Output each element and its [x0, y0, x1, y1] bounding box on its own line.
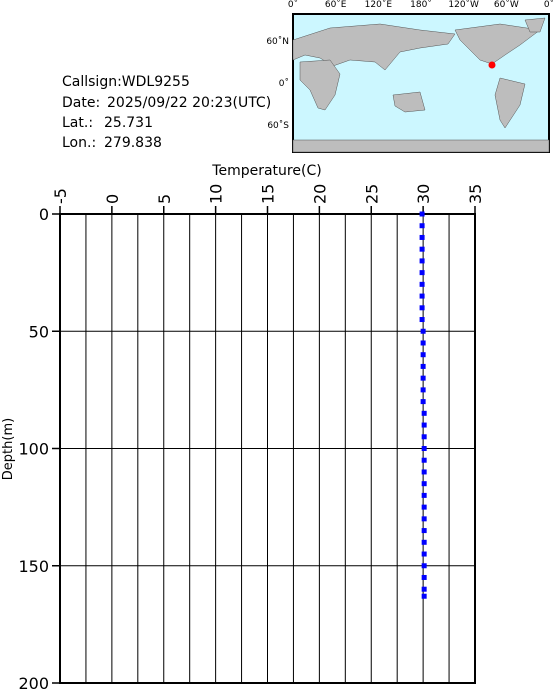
map-lon-label: 60˚W [494, 0, 519, 10]
map-lat-label: 0˚ [279, 78, 289, 89]
y-tick-label: 200 [18, 674, 49, 690]
data-point [420, 387, 426, 393]
map [292, 13, 550, 153]
map-lon-label: 0˚ [544, 0, 553, 10]
land [292, 17, 550, 153]
data-point [420, 340, 426, 346]
data-point [421, 539, 427, 545]
y-tick-label: 150 [18, 557, 49, 576]
data-point [421, 586, 427, 592]
data-point [419, 281, 425, 287]
lon-label: Lon.: [62, 135, 96, 151]
lon: 279.838 [104, 135, 162, 151]
data-point [419, 305, 425, 311]
data-point [419, 246, 425, 252]
data-point [421, 551, 427, 557]
data-point [421, 434, 427, 440]
date-label: Date: [62, 95, 100, 111]
x-tick-label: 0 [103, 194, 122, 204]
plot-frame [59, 213, 476, 684]
data-point [421, 481, 427, 487]
data-point [420, 363, 426, 369]
x-tick-label: 5 [155, 194, 174, 204]
data-point [420, 399, 426, 405]
map-lon-label: 120˚W [448, 0, 479, 10]
map-lon-label: 120˚E [365, 0, 393, 10]
y-tick-label: 100 [18, 440, 49, 459]
x-tick-label: 15 [259, 184, 278, 204]
data-point [421, 492, 427, 498]
x-tick-label: 35 [466, 184, 485, 204]
x-axis-label: Temperature(C) [211, 163, 321, 179]
data-point [420, 352, 426, 358]
data-point [421, 457, 427, 463]
data-point [421, 516, 427, 522]
data-point [419, 258, 425, 264]
callsign: Callsign:WDL9255 [62, 74, 190, 90]
data-point [421, 504, 427, 510]
data-point [421, 446, 427, 451]
data-point [419, 317, 425, 323]
data-point [421, 574, 427, 580]
map-lon-label: 180˚ [410, 0, 432, 10]
lat-label: Lat.: [62, 115, 93, 131]
date: 2025/09/22 20:23(UTC) [107, 95, 271, 111]
data-point [421, 528, 427, 534]
y-tick-label: 0 [39, 205, 49, 224]
data-point [419, 270, 425, 276]
data-point [419, 293, 425, 299]
lat: 25.731 [104, 115, 153, 131]
x-tick-label: 20 [310, 184, 329, 204]
data-point [421, 422, 427, 428]
y-axis-label: Depth(m) [1, 418, 16, 480]
map-lon-label: 0˚ [288, 0, 298, 10]
x-tick-label: 30 [414, 184, 433, 204]
data-point [421, 593, 427, 599]
data-point [421, 410, 427, 416]
x-tick-label: -5 [51, 188, 70, 204]
data-point [420, 375, 426, 381]
x-tick-label: 25 [362, 184, 381, 204]
map-lon-label: 60˚E [325, 0, 347, 10]
map-lat-label: 60˚S [267, 120, 289, 131]
data-point [419, 234, 425, 240]
data-point [420, 328, 426, 334]
data-point [421, 469, 427, 475]
x-tick-label: 10 [207, 184, 226, 204]
position-marker [488, 61, 496, 69]
info: Callsign:WDL9255 Date: 2025/09/22 20:23(… [62, 74, 271, 151]
data-point [421, 563, 427, 569]
data-point [419, 223, 425, 229]
y-tick-label: 50 [29, 322, 49, 341]
data-point [419, 211, 425, 217]
map-lat-label: 60˚N [266, 36, 289, 47]
